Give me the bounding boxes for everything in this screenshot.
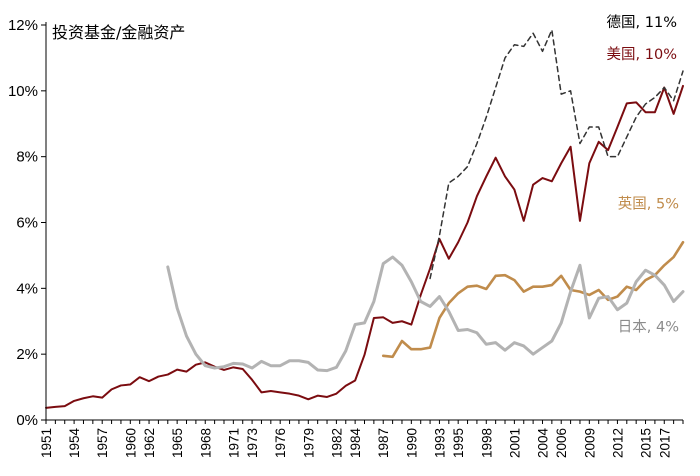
x-tick-label: 1987 [376,428,391,458]
x-tick-label: 1951 [39,428,54,458]
series-label-uk: 英国, 5% [618,194,679,212]
axes: 0% 2% 4% 6% 8% 10% 12% 1951 1954 1957 1960 1962 1965… [8,17,684,459]
x-tick-label: 1979 [301,428,316,458]
x-tick-label: 1957 [95,428,110,458]
x-tick-label: 1976 [273,428,288,458]
y-tick-label: 6% [16,215,38,232]
x-tick-label: 2017 [657,428,672,458]
y-tick-label: 12% [8,17,38,34]
x-tick-label: 1982 [329,428,344,458]
plot-lines [45,29,685,409]
series-label-germany: 德国, 11% [607,14,677,31]
chart-title: 投资基金/金融资产 [52,23,185,42]
x-tick-label: 1993 [432,428,447,458]
x-tick-label: 1998 [479,428,494,458]
x-tick-label: 2009 [582,428,597,458]
x-tick-label: 1960 [123,428,138,458]
y-tick-label: 8% [16,149,38,166]
y-tick-label: 0% [16,412,38,429]
x-tick-label: 2006 [554,428,569,458]
x-tick-label: 1968 [198,428,213,458]
y-tick-label: 10% [8,83,38,100]
series-line-japan [166,255,685,373]
series-labels: 美国, 10% 德国, 11% 英国, 5% 日本, 4% [607,14,679,336]
x-tick-label: 1973 [245,428,260,458]
series-label-japan: 日本, 4% [618,319,679,336]
series-line-uk [381,240,685,359]
series-line-germany [429,29,684,280]
series-line-us [45,84,684,409]
y-tick-label: 4% [16,280,38,297]
x-tick-label: 1971 [226,428,241,458]
x-tick-label: 2015 [639,428,654,458]
x-tick-label: 2001 [507,428,522,458]
x-tick-label: 2004 [536,428,551,459]
series-label-us: 美国, 10% [607,46,677,63]
x-tick-label: 1990 [404,428,419,458]
x-tick-label: 1995 [451,428,466,458]
x-tick-label: 1965 [170,428,185,458]
x-tick-label: 1954 [67,428,82,459]
x-tick-label: 1962 [142,428,157,458]
y-tick-label: 2% [16,346,38,363]
x-tick-label: 2012 [610,428,625,458]
x-tick-label: 1984 [348,428,363,459]
